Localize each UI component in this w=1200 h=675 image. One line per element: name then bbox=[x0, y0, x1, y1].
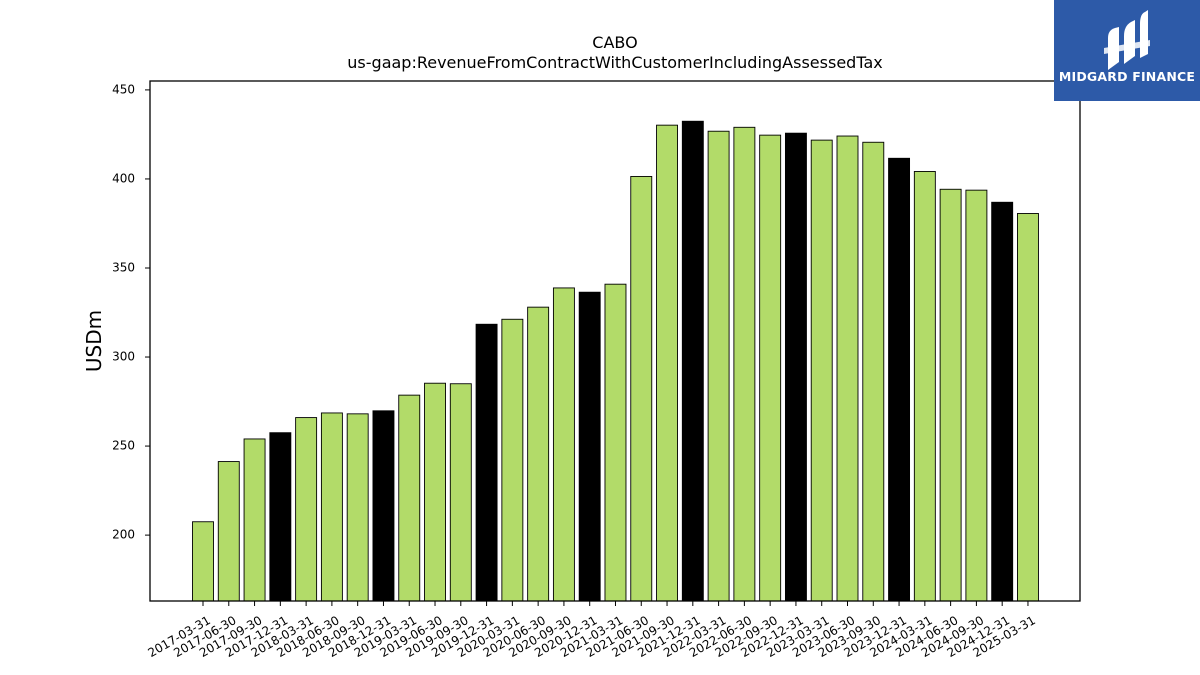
bar-2024-09-30 bbox=[965, 189, 988, 602]
logo-mark-icon bbox=[1104, 10, 1150, 70]
y-tick-label: 450 bbox=[112, 82, 135, 96]
bar-2022-03-31 bbox=[707, 130, 730, 602]
y-tick-label: 300 bbox=[112, 350, 135, 364]
bar-2017-09-30 bbox=[243, 438, 266, 602]
plot-frame bbox=[149, 80, 1081, 602]
bar-2022-12-31 bbox=[784, 132, 807, 602]
bar-2021-03-31 bbox=[604, 283, 627, 602]
bar-2024-06-30 bbox=[939, 188, 962, 602]
y-tick-label: 200 bbox=[112, 528, 135, 542]
bar-2022-09-30 bbox=[759, 134, 782, 602]
bar-2018-06-30 bbox=[320, 412, 343, 602]
bar-2022-06-30 bbox=[733, 126, 756, 602]
bar-2017-12-31 bbox=[269, 432, 292, 602]
bar-2020-12-31 bbox=[578, 291, 601, 602]
bar-2018-03-31 bbox=[295, 417, 318, 602]
y-tick-label: 350 bbox=[112, 260, 135, 274]
bar-2017-06-30 bbox=[217, 461, 240, 602]
bar-2017-03-31 bbox=[192, 521, 214, 602]
bar-2019-06-30 bbox=[424, 382, 446, 602]
midgard-finance-logo: MIDGARD FINANCE bbox=[1054, 0, 1200, 101]
bar-2021-12-31 bbox=[681, 120, 704, 602]
x-ticks-group: 2017-03-312017-06-302017-09-302017-12-31… bbox=[145, 601, 1038, 660]
bar-2020-09-30 bbox=[552, 287, 575, 602]
bars-group bbox=[192, 120, 1039, 602]
y-axis-label: USDm bbox=[82, 310, 106, 372]
y-tick-label: 400 bbox=[112, 171, 135, 185]
bar-2021-06-30 bbox=[630, 175, 653, 602]
chart-subtitle: us-gaap:RevenueFromContractWithCustomerI… bbox=[347, 53, 882, 72]
bar-2023-09-30 bbox=[862, 141, 885, 602]
bar-2023-06-30 bbox=[836, 135, 859, 602]
bar-2025-03-31 bbox=[1017, 213, 1039, 602]
bar-2019-03-31 bbox=[398, 394, 421, 602]
bar-2020-03-31 bbox=[501, 318, 524, 602]
bar-2024-03-31 bbox=[913, 171, 936, 602]
bar-2018-09-30 bbox=[346, 413, 369, 602]
y-tick-label: 250 bbox=[112, 439, 135, 453]
bar-2020-06-30 bbox=[527, 306, 550, 602]
bar-2018-12-31 bbox=[372, 410, 395, 602]
bar-2023-12-31 bbox=[888, 157, 911, 602]
bar-2019-12-31 bbox=[475, 323, 498, 602]
logo-text: MIDGARD FINANCE bbox=[1059, 69, 1195, 84]
y-ticks-group: 200 250 300 350 400 450 bbox=[112, 82, 150, 542]
bar-2019-09-30 bbox=[449, 383, 472, 602]
bar-2023-03-31 bbox=[810, 139, 833, 602]
bar-2024-12-31 bbox=[991, 201, 1014, 602]
chart-title: CABO bbox=[592, 33, 637, 52]
bar-2021-09-30 bbox=[656, 124, 678, 602]
